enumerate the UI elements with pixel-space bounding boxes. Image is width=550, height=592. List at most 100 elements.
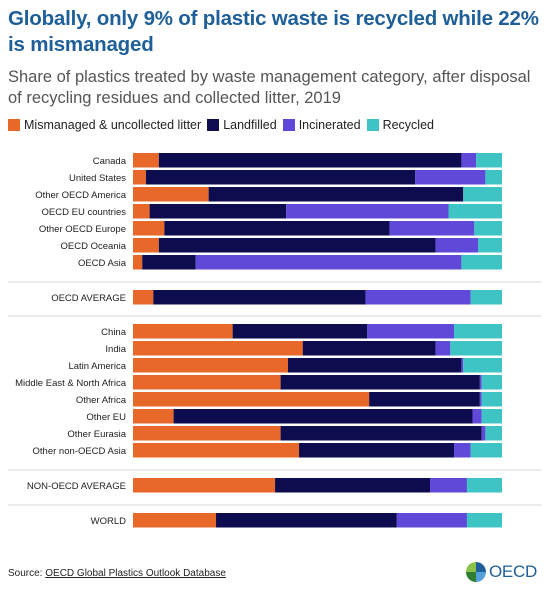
- bar-oecd-eu-countries-recycled[interactable]: [448, 204, 502, 219]
- bar-india-mismanaged[interactable]: [133, 341, 303, 356]
- bar-other-eurasia-recycled[interactable]: [485, 426, 502, 441]
- bar-canada-landfilled[interactable]: [158, 153, 462, 168]
- bar-other-eu-incinerated[interactable]: [472, 409, 482, 424]
- bar-oecd-asia-mismanaged[interactable]: [133, 255, 143, 270]
- bar-other-oecd-america-mismanaged[interactable]: [133, 187, 209, 202]
- bar-other-non-oecd-asia-landfilled[interactable]: [299, 443, 455, 458]
- bar-other-oecd-america-landfilled[interactable]: [208, 187, 464, 202]
- legend-label-landfilled: Landfilled: [223, 118, 277, 132]
- bar-united-states-mismanaged[interactable]: [133, 170, 146, 185]
- bar-other-non-oecd-asia-incinerated[interactable]: [454, 443, 471, 458]
- bar-oecd-asia-incinerated[interactable]: [195, 255, 462, 270]
- bar-oecd-average-incinerated[interactable]: [365, 290, 471, 305]
- bar-other-oecd-europe-incinerated[interactable]: [389, 221, 475, 236]
- bar-oecd-oceania-recycled[interactable]: [478, 238, 502, 253]
- oecd-logo-text: OECD: [489, 562, 537, 581]
- bar-middle-east-and-north-africa-mismanaged[interactable]: [133, 375, 281, 390]
- bar-oecd-asia-landfilled[interactable]: [142, 255, 196, 270]
- bar-oecd-average-landfilled[interactable]: [153, 290, 366, 305]
- bar-other-africa-incinerated[interactable]: [479, 392, 482, 407]
- chart-title: Globally, only 9% of plastic waste is re…: [8, 7, 539, 56]
- bar-other-africa-recycled[interactable]: [481, 392, 502, 407]
- source-note: Source: OECD Global Plastics Outlook Dat…: [8, 568, 226, 579]
- category-label-world: WORLD: [91, 516, 127, 527]
- bar-india-incinerated[interactable]: [435, 341, 451, 356]
- category-label-other-non-oecd-asia: Other non-OECD Asia: [33, 446, 127, 457]
- bar-non-oecd-average-mismanaged[interactable]: [133, 478, 276, 493]
- bar-non-oecd-average-incinerated[interactable]: [430, 478, 467, 493]
- oecd-globe-icon: [466, 562, 486, 582]
- bar-oecd-asia-recycled[interactable]: [461, 255, 502, 270]
- category-label-oecd-asia: OECD Asia: [78, 258, 127, 269]
- bar-canada-mismanaged[interactable]: [133, 153, 159, 168]
- bar-other-oecd-america-recycled[interactable]: [463, 187, 502, 202]
- bar-oecd-eu-countries-landfilled[interactable]: [149, 204, 287, 219]
- legend-label-mismanaged: Mismanaged & uncollected litter: [24, 118, 202, 132]
- bar-world-incinerated[interactable]: [396, 513, 467, 528]
- bar-other-non-oecd-asia-recycled[interactable]: [470, 443, 502, 458]
- bar-latin-america-recycled[interactable]: [463, 358, 502, 373]
- bar-other-oecd-europe-recycled[interactable]: [474, 221, 502, 236]
- category-label-oecd-eu-countries: OECD EU countries: [42, 207, 127, 218]
- legend-item-landfilled[interactable]: Landfilled: [207, 118, 277, 132]
- stacked-bar-chart: Canada United States Other OECD America OEC…: [8, 153, 542, 528]
- category-label-non-oecd-average: NON-OECD AVERAGE: [27, 481, 126, 492]
- bar-latin-america-landfilled[interactable]: [287, 358, 462, 373]
- bar-china-incinerated[interactable]: [367, 324, 455, 339]
- bar-united-states-recycled[interactable]: [485, 170, 502, 185]
- category-label-canada: Canada: [93, 156, 127, 167]
- bar-other-eurasia-landfilled[interactable]: [280, 426, 482, 441]
- bar-middle-east-and-north-africa-recycled[interactable]: [481, 375, 502, 390]
- bar-oecd-average-mismanaged[interactable]: [133, 290, 154, 305]
- bar-oecd-average-recycled[interactable]: [470, 290, 502, 305]
- bar-oecd-eu-countries-mismanaged[interactable]: [133, 204, 150, 219]
- bar-united-states-incinerated[interactable]: [415, 170, 486, 185]
- bar-canada-recycled[interactable]: [476, 153, 502, 168]
- bar-latin-america-incinerated[interactable]: [461, 358, 464, 373]
- bar-china-landfilled[interactable]: [232, 324, 368, 339]
- bar-world-mismanaged[interactable]: [133, 513, 217, 528]
- bar-other-eurasia-incinerated[interactable]: [481, 426, 486, 441]
- bar-other-eurasia-mismanaged[interactable]: [133, 426, 281, 441]
- bar-latin-america-mismanaged[interactable]: [133, 358, 288, 373]
- bar-world-recycled[interactable]: [466, 513, 502, 528]
- bar-canada-incinerated[interactable]: [461, 153, 477, 168]
- legend-swatch-recycled: [366, 119, 379, 131]
- bar-middle-east-and-north-africa-incinerated[interactable]: [479, 375, 482, 390]
- source-prefix: Source:: [8, 568, 46, 579]
- bar-other-oecd-europe-mismanaged[interactable]: [133, 221, 165, 236]
- legend-label-incinerated: Incinerated: [298, 118, 361, 132]
- bar-other-africa-landfilled[interactable]: [369, 392, 480, 407]
- legend-item-recycled[interactable]: Recycled: [366, 118, 434, 132]
- bar-world-landfilled[interactable]: [216, 513, 397, 528]
- bar-china-mismanaged[interactable]: [133, 324, 233, 339]
- bar-united-states-landfilled[interactable]: [145, 170, 416, 185]
- bar-other-non-oecd-asia-mismanaged[interactable]: [133, 443, 300, 458]
- bar-oecd-oceania-incinerated[interactable]: [435, 238, 479, 253]
- source-link[interactable]: OECD Global Plastics Outlook Database: [45, 568, 226, 579]
- bar-other-eu-landfilled[interactable]: [173, 409, 473, 424]
- category-label-china: China: [101, 327, 127, 338]
- bar-oecd-eu-countries-incinerated[interactable]: [286, 204, 449, 219]
- legend-swatch-incinerated: [282, 119, 295, 131]
- category-label-other-eu: Other EU: [86, 412, 126, 423]
- category-label-other-africa: Other Africa: [76, 395, 127, 406]
- bar-china-recycled[interactable]: [454, 324, 502, 339]
- bar-oecd-oceania-landfilled[interactable]: [158, 238, 436, 253]
- bar-non-oecd-average-recycled[interactable]: [466, 478, 502, 493]
- bar-other-eu-recycled[interactable]: [481, 409, 502, 424]
- oecd-logo[interactable]: OECD: [466, 562, 537, 582]
- bar-other-oecd-europe-landfilled[interactable]: [164, 221, 390, 236]
- bar-india-recycled[interactable]: [450, 341, 502, 356]
- bar-other-africa-mismanaged[interactable]: [133, 392, 370, 407]
- category-label-latin-america: Latin America: [68, 361, 126, 372]
- legend-item-incinerated[interactable]: Incinerated: [282, 118, 361, 132]
- legend-item-mismanaged[interactable]: Mismanaged & uncollected litter: [8, 118, 201, 132]
- bar-middle-east-and-north-africa-landfilled[interactable]: [280, 375, 480, 390]
- bar-oecd-oceania-mismanaged[interactable]: [133, 238, 159, 253]
- category-label-other-oecd-america: Other OECD America: [35, 190, 127, 201]
- category-label-other-eurasia: Other Eurasia: [67, 429, 126, 440]
- bar-non-oecd-average-landfilled[interactable]: [275, 478, 431, 493]
- bar-other-eu-mismanaged[interactable]: [133, 409, 174, 424]
- bar-india-landfilled[interactable]: [302, 341, 436, 356]
